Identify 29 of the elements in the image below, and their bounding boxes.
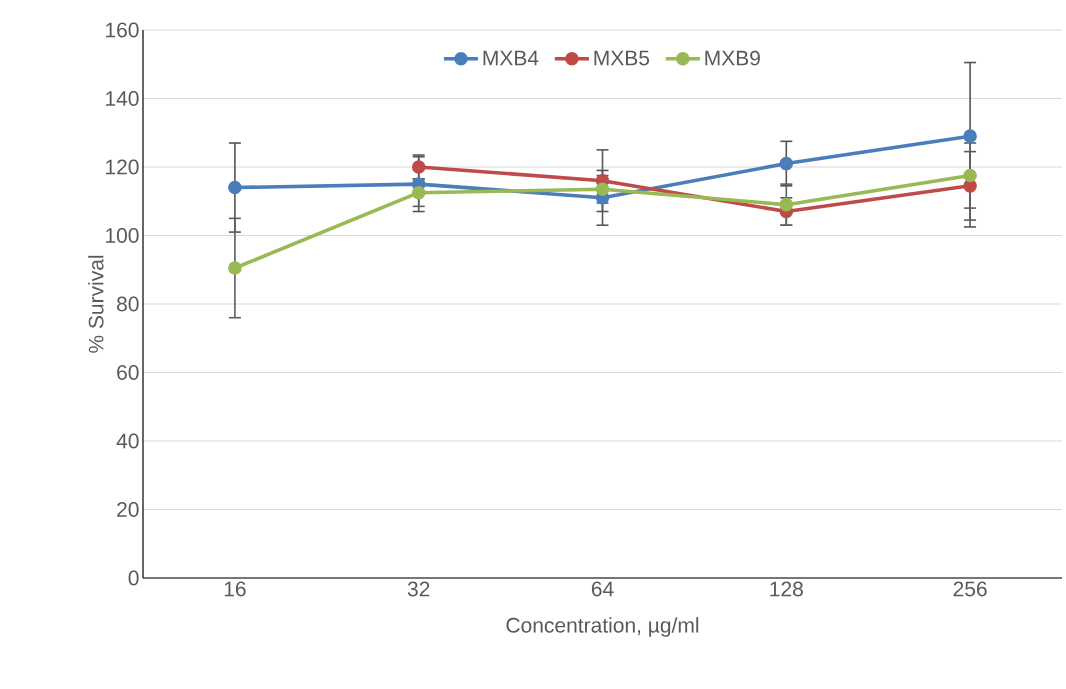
point [411,185,426,200]
legend-label: MXB5 [594,50,650,66]
x-tick-label: 256 [953,581,987,597]
y-tick-label: 100 [106,228,139,243]
point [779,197,794,212]
point [963,179,977,193]
point [595,182,610,197]
y-tick-label: 160 [106,22,139,38]
point [963,168,977,183]
point [779,156,794,171]
point [228,180,242,195]
point [228,261,242,275]
y-tick-label: 20 [117,502,139,517]
x-tick-label: 32 [407,581,430,597]
y-axis-title: % Survival [88,255,104,353]
legend-label: MXB9 [705,50,760,66]
y-tick-label: 0 [128,570,139,586]
y-tick-label: 80 [117,296,139,312]
y-tick-label: 60 [117,365,139,380]
legend-label: MXB4 [483,50,539,66]
point [963,129,977,143]
point [411,160,426,174]
x-tick-label: 128 [770,581,803,597]
x-tick-label: 64 [591,581,614,597]
x-tick-label: 16 [224,581,246,597]
y-tick-label: 40 [116,433,139,449]
y-tick-label: 120 [106,159,139,175]
y-tick-label: 140 [106,91,139,106]
x-axis-title: Concentration, µg/ml [506,617,699,637]
